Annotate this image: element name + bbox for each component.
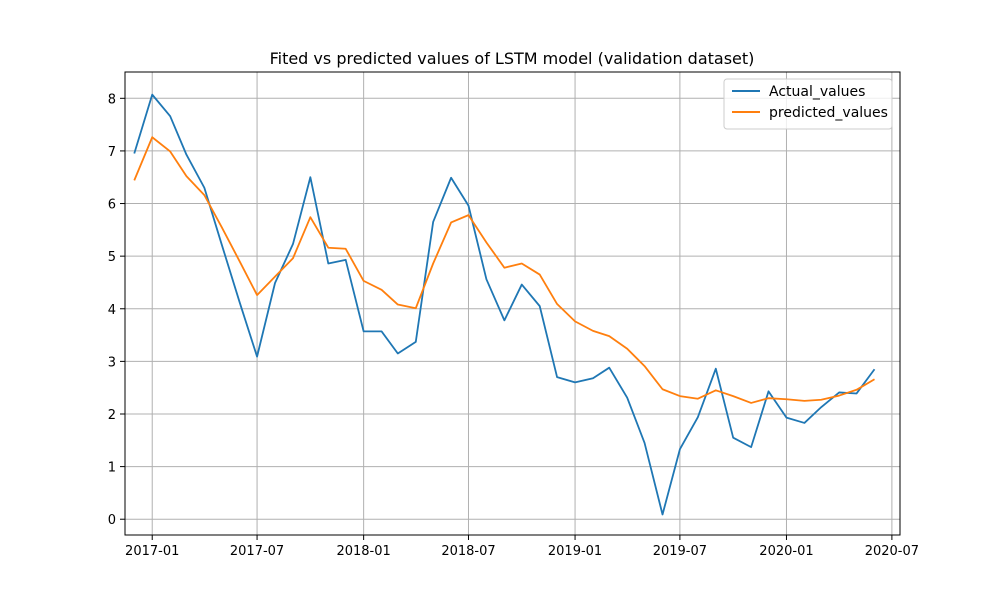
x-tick-label: 2020-07 — [865, 544, 919, 559]
y-tick-label: 3 — [108, 355, 116, 370]
x-tick-label: 2018-07 — [441, 544, 495, 559]
y-axis: 0 1 2 3 4 5 6 7 8 — [108, 92, 125, 528]
chart-title: Fited vs predicted values of LSTM model … — [270, 49, 755, 68]
series-line-predicted — [133, 136, 875, 404]
y-tick-label: 0 — [108, 513, 116, 528]
y-tick-label: 7 — [108, 145, 116, 160]
y-tick-label: 4 — [108, 303, 116, 318]
legend: Actual_values predicted_values — [723, 78, 893, 130]
x-tick-label: 2019-07 — [653, 544, 707, 559]
x-tick-label: 2017-01 — [125, 544, 179, 559]
y-tick-label: 2 — [108, 408, 116, 423]
x-tick-label: 2020-01 — [759, 544, 813, 559]
x-tick-label: 2019-01 — [548, 544, 602, 559]
x-tick-label: 2017-07 — [230, 544, 284, 559]
y-tick-label: 8 — [108, 92, 116, 107]
legend-label-predicted: predicted_values — [769, 105, 888, 121]
y-tick-label: 1 — [108, 461, 116, 476]
series-line-actual — [133, 93, 876, 516]
x-tick-label: 2018-01 — [336, 544, 390, 559]
legend-box — [723, 78, 893, 130]
y-tick-label: 5 — [108, 250, 116, 265]
y-tick-label: 6 — [108, 198, 116, 213]
x-axis: 2017-01 2017-07 2018-01 2018-07 2019-01 2019-… — [125, 535, 919, 559]
legend-label-actual: Actual_values — [769, 84, 865, 100]
plot-frame — [124, 71, 901, 536]
series-layer — [133, 93, 876, 516]
